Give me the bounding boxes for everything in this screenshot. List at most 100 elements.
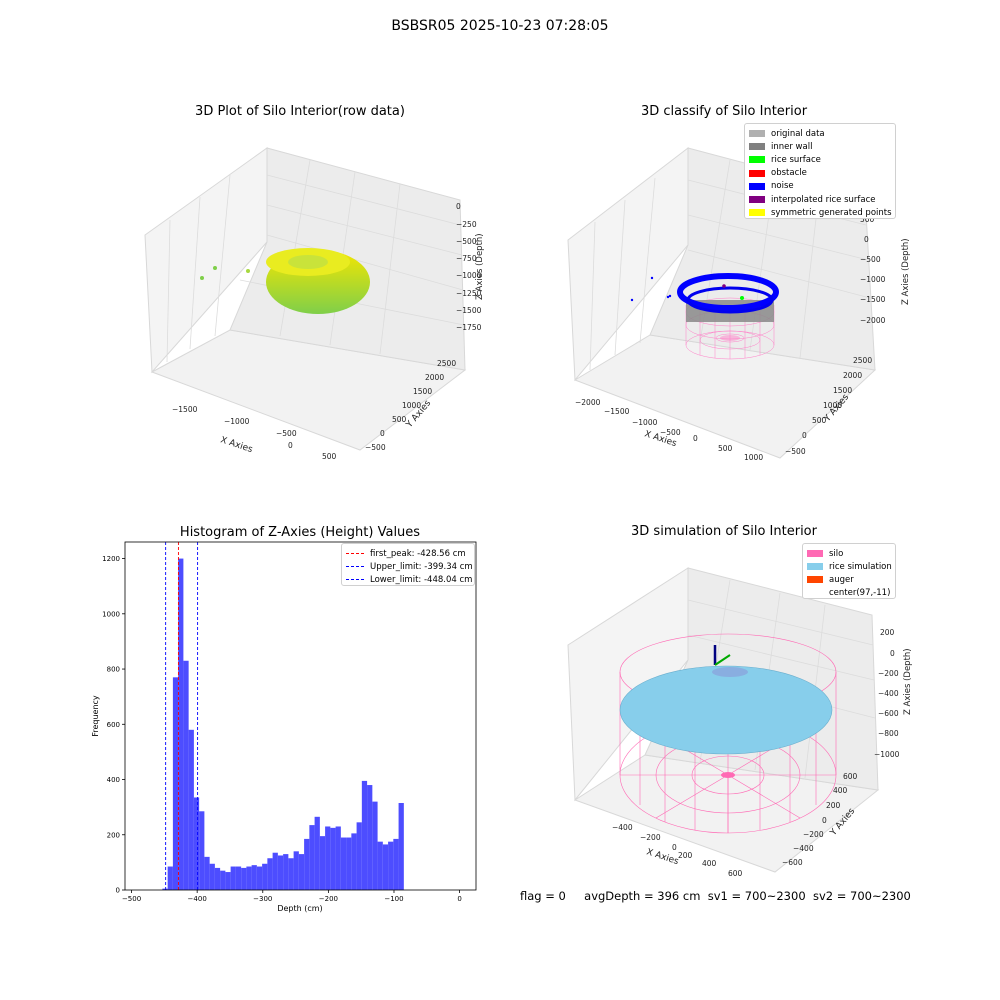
legend-swatch (807, 563, 823, 571)
histogram-ylabel: Frequency (91, 695, 100, 737)
raw-ytick: 2500 (437, 359, 456, 368)
raw-ztick: −500 (456, 237, 477, 246)
classify-ztick: −2000 (860, 316, 886, 325)
raw-outlier-point (246, 269, 250, 273)
histogram-bar (388, 841, 394, 890)
histogram-ytick-label: 0 (116, 887, 120, 895)
raw-xtick: −1500 (172, 405, 198, 414)
histogram-bar (162, 888, 168, 890)
histogram-bar (209, 863, 215, 890)
raw-ztick: −1000 (456, 271, 482, 280)
legend-line (346, 553, 364, 555)
simulation-ztick: 0 (890, 649, 895, 658)
simulation-xtick: −200 (640, 833, 661, 842)
histogram-bar (314, 816, 320, 890)
histogram-bar (325, 826, 331, 890)
raw-ytick: 1000 (402, 401, 421, 410)
histogram-xtick-label: −400 (188, 895, 207, 903)
histogram-bar (204, 856, 210, 890)
histogram-bar (361, 780, 368, 890)
simulation-ztick: −800 (878, 729, 899, 738)
histogram-bar (220, 870, 226, 890)
simulation-rice-surface (619, 665, 833, 755)
histogram-bar (382, 844, 389, 890)
histogram-bar (398, 803, 404, 890)
simulation-ytick: 0 (822, 816, 827, 825)
classify-ytick: 2500 (853, 356, 872, 365)
legend-swatch (807, 589, 823, 597)
histogram-ytick-label: 800 (107, 666, 120, 674)
classify-noise-ring (677, 273, 779, 311)
simulation-plot-title: 3D simulation of Silo Interior (631, 524, 817, 539)
simulation-ztick: −1000 (874, 750, 900, 759)
classify-ytick: 1000 (823, 401, 842, 410)
legend-label: symmetric generated points (771, 207, 892, 218)
raw-3d-plot: −1500 −1000 −500 0 500 X Axies −500 0 50… (144, 147, 485, 460)
histogram-bar (230, 866, 236, 890)
classify-legend: original data inner wall rice surface ob… (744, 123, 896, 219)
classify-ytick: −500 (785, 447, 806, 456)
status-avg-depth: avgDepth = 396 cm (584, 889, 701, 903)
histogram-ytick-label: 400 (107, 776, 120, 784)
raw-surface-hole (288, 255, 328, 269)
classify-xtick: 1000 (744, 453, 763, 462)
histogram-bar (283, 854, 289, 890)
histogram-ytick-label: 1000 (102, 610, 120, 618)
classify-ytick: 0 (802, 431, 807, 440)
legend-label: noise (771, 181, 794, 192)
histogram-bar (367, 785, 373, 890)
histogram-bar (193, 797, 200, 890)
histogram-bar (393, 838, 399, 890)
raw-ztick: −1250 (456, 289, 482, 298)
simulation-ztick: 200 (880, 628, 895, 637)
legend-label: obstacle (771, 168, 807, 179)
figure-title: BSBSR05 2025-10-23 07:28:05 (391, 18, 609, 34)
histogram-legend: first_peak: -428.56 cm Upper_limit: -399… (341, 543, 475, 586)
histogram-bar (351, 833, 357, 890)
histogram-bar (277, 855, 284, 890)
legend-swatch (807, 576, 823, 584)
simulation-ytick: −400 (793, 844, 814, 853)
classify-ztick: 500 (860, 215, 875, 224)
simulation-legend: silo rice simulation auger center(97,-11… (802, 543, 896, 599)
histogram-ytick-label: 200 (107, 831, 120, 839)
legend-label: first_peak: -428.56 cm (370, 548, 466, 559)
legend-swatch (749, 196, 765, 204)
histogram-xtick-label: −300 (253, 895, 272, 903)
raw-xtick: 0 (288, 441, 293, 450)
classify-ztick: −1000 (860, 275, 886, 284)
simulation-xtick: 0 (672, 843, 677, 852)
simulation-ztick: −200 (878, 669, 899, 678)
classify-3d-plot: −2000 −1500 −1000 −500 0 500 1000 X Axie… (567, 146, 911, 462)
simulation-ztick: −400 (878, 689, 899, 698)
status-line: flag = 0 avgDepth = 396 cm sv1 = 700~230… (520, 889, 911, 903)
legend-item: symmetric generated points (749, 206, 892, 219)
histogram-xtick-label: 0 (457, 895, 461, 903)
raw-xtick: −500 (276, 429, 297, 438)
classify-ztick: −500 (860, 255, 881, 264)
histogram-bar (267, 858, 273, 890)
histogram-xlabel: Depth (cm) (277, 904, 322, 913)
legend-item: auger (807, 573, 891, 586)
legend-label: rice simulation (829, 561, 892, 572)
simulation-ztick: −600 (878, 709, 899, 718)
raw-ytick: −500 (365, 443, 386, 452)
simulation-xtick: 600 (728, 869, 743, 878)
classify-xtick: −1500 (604, 407, 630, 416)
raw-zlabel: Z Axies (Depth) (475, 233, 485, 300)
histogram-bar (340, 837, 347, 890)
histogram-bar (372, 801, 378, 890)
legend-label: rice surface (771, 154, 821, 165)
classify-noise-ring (686, 286, 774, 314)
histogram-bar (178, 558, 184, 890)
classify-noise-point (630, 298, 634, 302)
simulation-ytick: −600 (782, 858, 803, 867)
legend-swatch (749, 169, 765, 177)
histogram-bar (346, 837, 352, 890)
legend-label: Lower_limit: -448.04 cm (370, 574, 473, 585)
classify-xtick: −2000 (575, 398, 601, 407)
raw-ztick: −1750 (456, 323, 482, 332)
legend-item: center(97,-11) (807, 587, 891, 600)
classify-noise-point (668, 294, 672, 298)
legend-item: Upper_limit: -399.34 cm (346, 560, 473, 573)
